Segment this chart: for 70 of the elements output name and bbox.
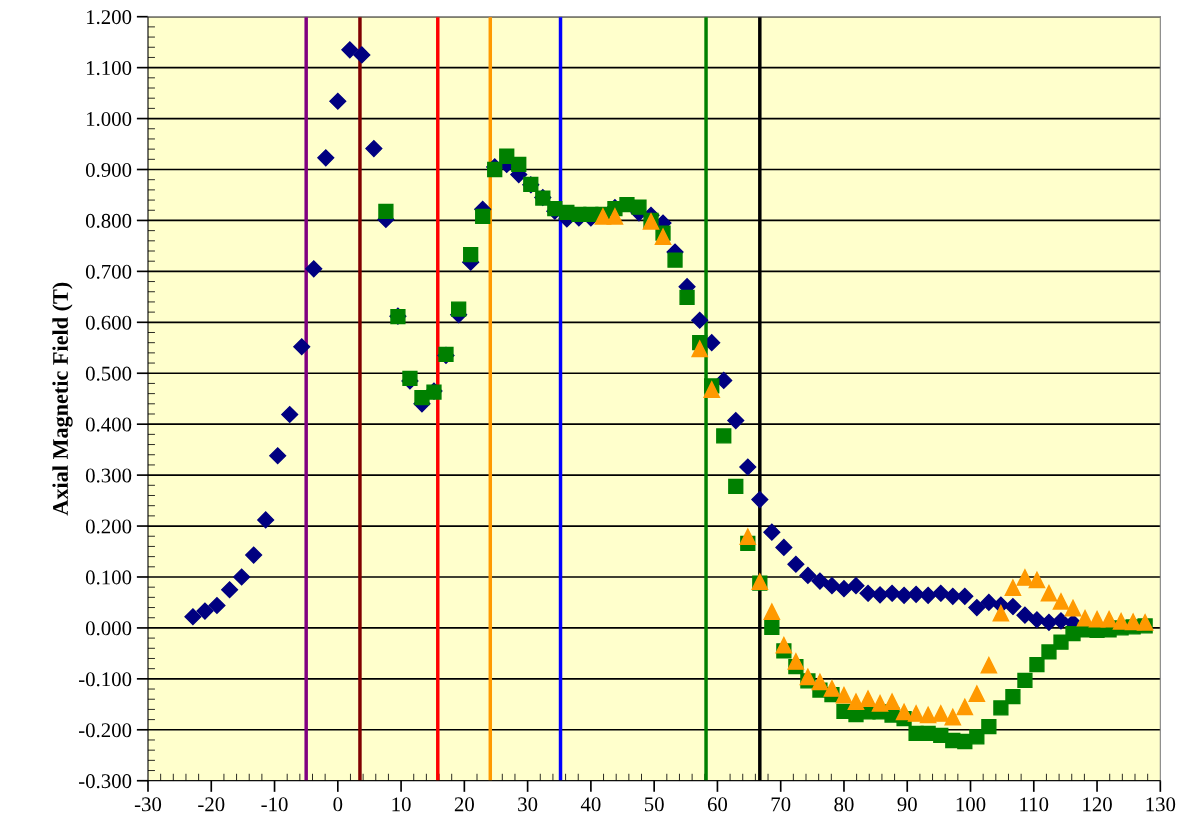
x-tick-label: 100: [956, 797, 986, 812]
y-tick-label: 1.000: [86, 111, 132, 127]
point: [691, 340, 709, 358]
y-tick-label: 0.700: [85, 264, 132, 279]
point: [1088, 610, 1106, 628]
point: [1076, 609, 1094, 627]
y-tick-label: -0.300: [78, 774, 132, 789]
point: [775, 636, 793, 654]
y-tick-label: 0.100: [85, 570, 132, 585]
x-tick-label: 90: [897, 797, 917, 812]
point: [932, 705, 950, 722]
point: [1016, 569, 1034, 586]
point: [1112, 612, 1130, 630]
point: [956, 698, 974, 716]
y-axis-title: Axial Magnetic Field (T): [52, 282, 73, 516]
x-tick-label: 130: [1146, 797, 1176, 812]
point: [763, 603, 781, 620]
point: [1124, 613, 1142, 631]
point: [739, 528, 757, 546]
x-tick-label: 80: [834, 797, 854, 812]
point: [835, 686, 853, 704]
point: [992, 604, 1010, 622]
x-tick-label: 0: [333, 797, 343, 812]
point: [907, 705, 925, 722]
point: [823, 680, 841, 697]
y-tick-label: 1.100: [86, 61, 132, 76]
y-tick-label: 0.300: [85, 468, 132, 483]
y-tick-label: 0.900: [85, 162, 132, 178]
point: [1136, 613, 1154, 631]
x-tick-label: -30: [134, 797, 162, 812]
y-tick-label: -0.200: [78, 723, 132, 738]
x-tick-label: 40: [580, 797, 601, 812]
x-tick-label: 20: [454, 797, 474, 812]
point: [871, 694, 889, 712]
x-tick-label: 110: [1020, 797, 1049, 812]
y-tick-label: 0.500: [85, 366, 132, 381]
point: [1100, 610, 1118, 628]
point: [799, 668, 817, 686]
y-tick-label: -0.100: [78, 672, 132, 687]
x-tick-label: 30: [518, 797, 538, 812]
x-tick-label: -10: [261, 797, 288, 812]
x-tick-label: 10: [392, 797, 411, 812]
point: [847, 693, 865, 711]
y-tick-label: 0.200: [85, 519, 132, 534]
x-tick-label: -20: [198, 797, 225, 812]
x-tick-label: 120: [1083, 797, 1112, 812]
point: [944, 708, 962, 726]
point: [980, 656, 998, 674]
point: [654, 228, 672, 246]
point: [1052, 593, 1070, 610]
point: [811, 673, 829, 691]
y-tick-label: 0.800: [85, 213, 132, 228]
y-tick-label: 0.400: [85, 417, 132, 432]
y-tick-label: 0.000: [85, 621, 132, 636]
point: [1064, 599, 1082, 617]
y-tick-label: 0.600: [85, 315, 132, 330]
x-tick-label: 60: [707, 797, 728, 812]
point: [1040, 584, 1058, 602]
point: [1004, 579, 1022, 597]
point: [883, 693, 901, 711]
point: [968, 685, 986, 702]
point: [1028, 571, 1046, 589]
x-tick-label: 50: [644, 797, 664, 812]
point: [859, 690, 877, 708]
y-tick-label: 1.200: [86, 10, 132, 25]
point: [606, 208, 624, 225]
point: [919, 706, 937, 724]
point: [703, 381, 721, 398]
point: [787, 653, 805, 670]
x-tick-label: 70: [771, 797, 791, 812]
